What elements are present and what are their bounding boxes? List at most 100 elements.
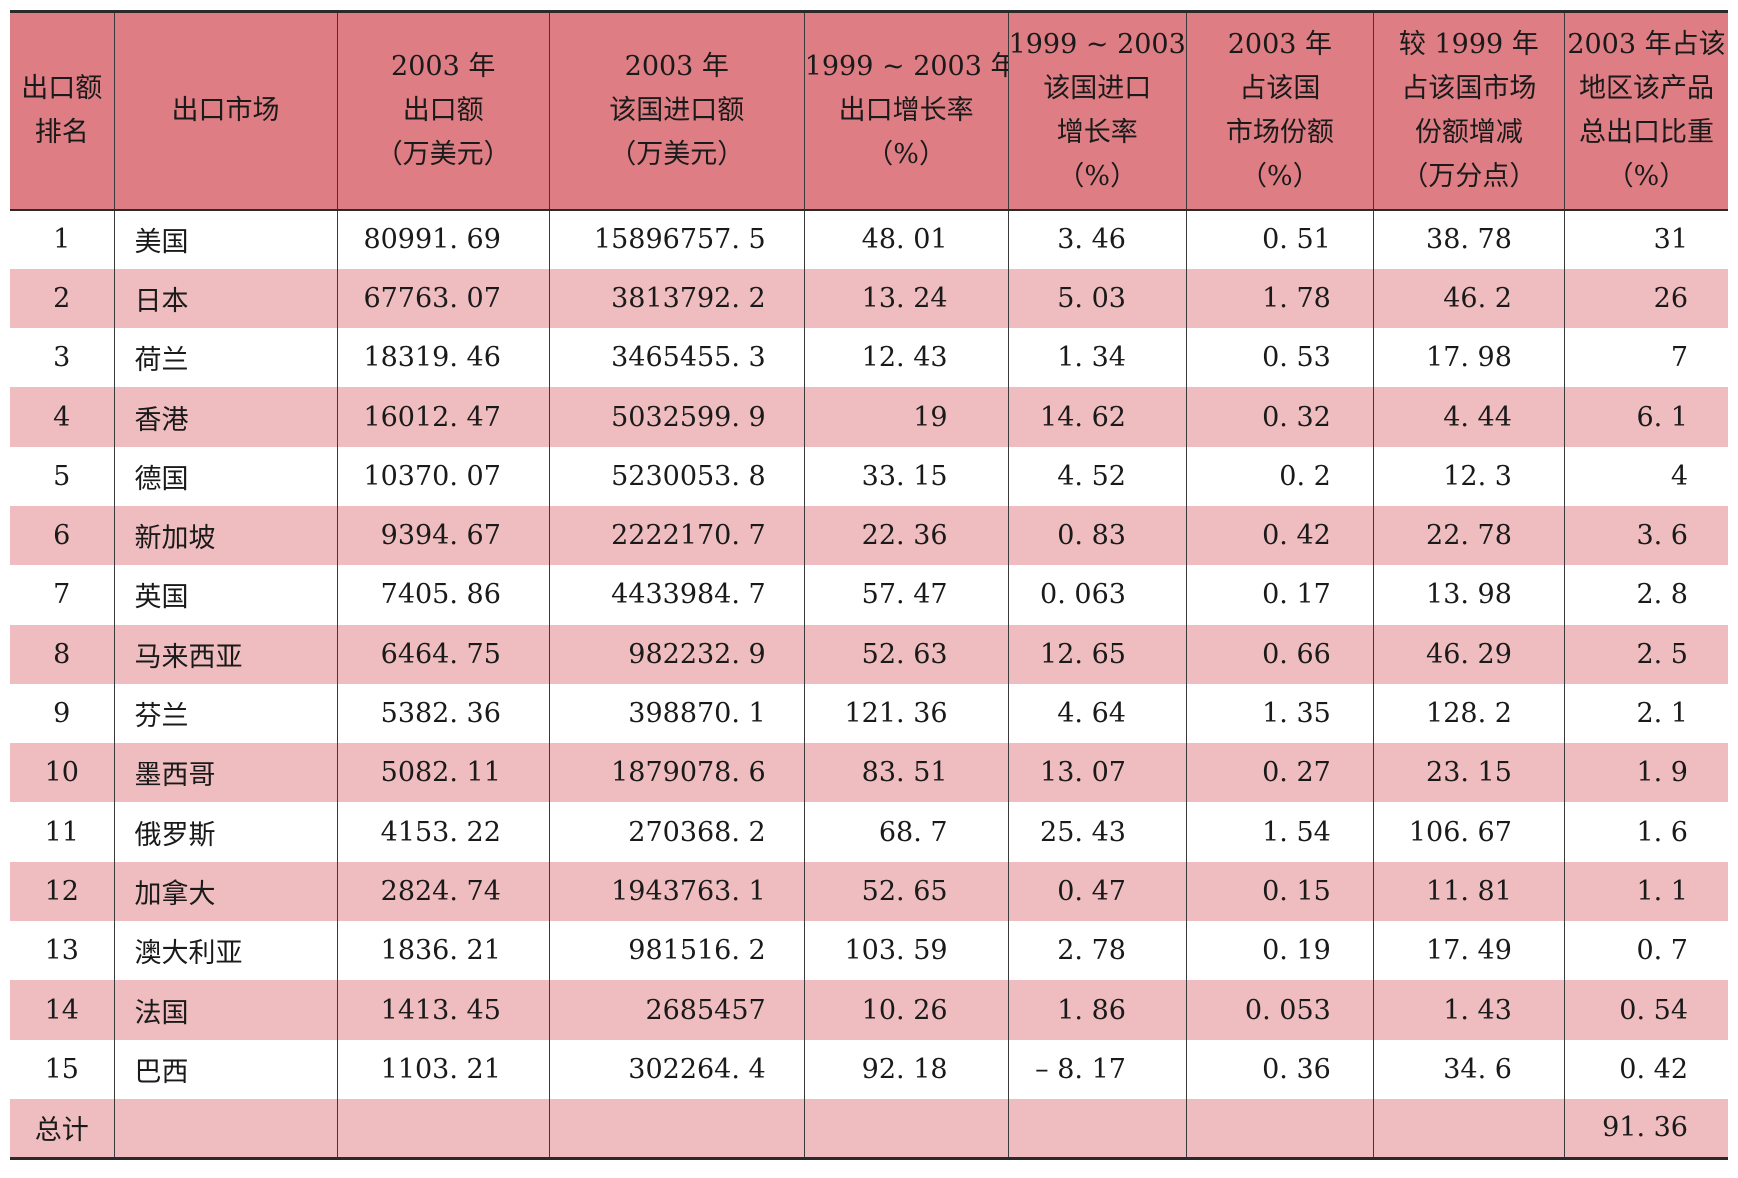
export-value-cell: 16012. 47 [337, 387, 550, 447]
table-row: 5 德国 10370. 07 5230053. 8 33. 15 4. 52 0. 2 12.… [10, 446, 1728, 506]
import-value-cell: 5230053. 8 [549, 446, 805, 506]
export-proportion-cell: 1. 9 [1564, 743, 1728, 803]
header-line: 地区该产品 [1578, 72, 1714, 104]
share-change-cell: 1. 43 [1373, 980, 1565, 1040]
header-line: 出口额 [402, 94, 484, 126]
import-growth-cell: 0. 83 [1008, 505, 1187, 566]
export-proportion-cell: 2. 8 [1636, 579, 1688, 611]
header-line: 出口市场 [171, 94, 280, 126]
market-share-cell: 0. 15 [1186, 861, 1374, 922]
export-value-cell: 5382. 36 [337, 683, 550, 744]
share-change-cell: 128. 2 [1373, 683, 1565, 744]
export-proportion-cell: 3. 6 [1564, 505, 1728, 566]
export-value-cell: 9394. 67 [337, 505, 550, 566]
table-row: 15 巴西 1103. 21 302264. 4 92. 18– 8. 17 0. 36 3… [10, 1039, 1728, 1099]
import-value-cell: 5032599. 9 [549, 387, 805, 447]
market-cell: 俄罗斯 [114, 802, 338, 862]
rank-cell: 4 [10, 387, 115, 447]
market-share-cell: 0. 51 [1186, 209, 1374, 269]
export-value-cell: 10370. 07 [337, 446, 550, 506]
header-import-value: 2003 年 该国进口额 （万美元） [549, 11, 805, 211]
import-growth-cell: 12. 65 [1008, 624, 1187, 684]
table-row: 3 荷兰 18319. 46 3465455. 3 12. 43 1. 34 0. 53 17… [10, 328, 1728, 388]
import-value-cell: 2685457 [549, 980, 805, 1040]
market-share-cell: 0. 2 [1186, 446, 1374, 506]
export-proportion-cell: 31 [1653, 224, 1688, 256]
table-header-row: 出口额 排名 出口市场 2003 年 出口额 （万美元） 2003 年 该国进口… [10, 11, 1728, 211]
export-proportion-cell: 1. 1 [1564, 861, 1728, 922]
export-value-cell: 67763. 07 [337, 268, 550, 329]
export-proportion-cell: 0. 42 [1619, 1053, 1688, 1085]
share-change-cell: 34. 6 [1373, 1039, 1565, 1099]
import-growth-cell: 0. 47 [1008, 861, 1187, 922]
export-growth-cell: 13. 24 [804, 268, 1009, 329]
export-growth-cell: 68. 7 [804, 802, 1009, 862]
market-cell: 芬兰 [114, 683, 338, 744]
market-cell: 日本 [114, 268, 338, 329]
export-growth-cell: 19 [804, 387, 1009, 447]
header-line: 2003 年 [624, 50, 729, 82]
total-label: 总计 [10, 1098, 115, 1159]
market-share-cell: 1. 35 [1186, 683, 1374, 744]
header-line: 总出口比重 [1578, 116, 1714, 148]
header-line: （%） [1606, 160, 1687, 192]
total-empty-cell [114, 1098, 338, 1159]
export-growth-cell: 57. 47 [804, 565, 1009, 625]
import-growth-cell: 25. 43 [1008, 802, 1187, 862]
header-line: 该国进口额 [609, 94, 745, 126]
header-export-growth: 1999 ~ 2003 年 出口增长率 （%） [804, 11, 1009, 211]
import-growth-cell: 13. 07 [1008, 743, 1187, 803]
share-change-cell: 12. 3 [1373, 446, 1565, 506]
import-value-cell: 1943763. 1 [549, 861, 805, 922]
table-row: 12 加拿大 2824. 74 1943763. 1 52. 65 0. 47 0. 15 1… [10, 861, 1728, 922]
header-line: （%） [1057, 160, 1138, 192]
market-share-cell: 0. 53 [1186, 328, 1374, 388]
export-growth-cell: 103. 59 [804, 921, 1009, 981]
header-line: 该国进口 [1043, 72, 1152, 104]
market-share-cell: 0. 36 [1186, 1039, 1374, 1099]
header-market: 出口市场 [114, 11, 338, 211]
import-growth-cell: 2. 78 [1008, 921, 1187, 981]
import-value-cell: 3813792. 2 [549, 268, 805, 329]
rank-cell: 13 [10, 921, 115, 981]
import-growth-cell: 14. 62 [1008, 387, 1187, 447]
export-value-cell: 6464. 75 [337, 624, 550, 684]
export-growth-cell: 10. 26 [804, 980, 1009, 1040]
header-line: （万美元） [375, 138, 511, 170]
share-change-cell: 11. 81 [1373, 861, 1565, 922]
total-empty-cell [804, 1098, 1009, 1159]
export-proportion-cell: 1. 6 [1636, 816, 1688, 848]
total-empty-cell [549, 1098, 805, 1159]
rank-cell: 10 [10, 743, 115, 803]
market-share-cell: 0. 66 [1186, 624, 1374, 684]
export-growth-cell: 83. 51 [804, 743, 1009, 803]
total-empty-cell [1186, 1098, 1374, 1159]
import-value-cell: 270368. 2 [549, 802, 805, 862]
market-share-cell: 0. 42 [1186, 505, 1374, 566]
table-row: 6 新加坡 9394. 67 2222170. 7 22. 36 0. 83 0. 42 22… [10, 505, 1728, 566]
rank-cell: 5 [10, 446, 115, 506]
export-value-cell: 1103. 21 [337, 1039, 550, 1099]
import-value-cell: 15896757. 5 [549, 209, 805, 269]
export-growth-cell: 22. 36 [804, 505, 1009, 566]
rank-cell: 14 [10, 980, 115, 1040]
rank-cell: 6 [10, 505, 115, 566]
header-line: 份额增减 [1414, 116, 1523, 148]
rank-cell: 1 [10, 209, 115, 269]
import-value-cell: 4433984. 7 [549, 565, 805, 625]
header-line: 1999 ~ 2003 年 [804, 50, 1009, 82]
share-change-cell: 17. 98 [1373, 328, 1565, 388]
header-market-share: 2003 年 占该国 市场份额 （%） [1186, 11, 1374, 211]
header-line: 出口额 [21, 72, 103, 104]
market-cell: 新加坡 [114, 505, 338, 566]
market-cell: 巴西 [114, 1039, 338, 1099]
market-cell: 美国 [114, 209, 338, 269]
rank-cell: 9 [10, 683, 115, 744]
market-cell: 荷兰 [114, 328, 338, 388]
export-growth-cell: 33. 15 [804, 446, 1009, 506]
header-line: （万分点） [1401, 160, 1537, 192]
market-share-cell: 0. 053 [1186, 980, 1374, 1040]
share-change-cell: 17. 49 [1373, 921, 1565, 981]
export-proportion-cell: 7 [1670, 342, 1688, 374]
export-value-cell: 2824. 74 [337, 861, 550, 922]
